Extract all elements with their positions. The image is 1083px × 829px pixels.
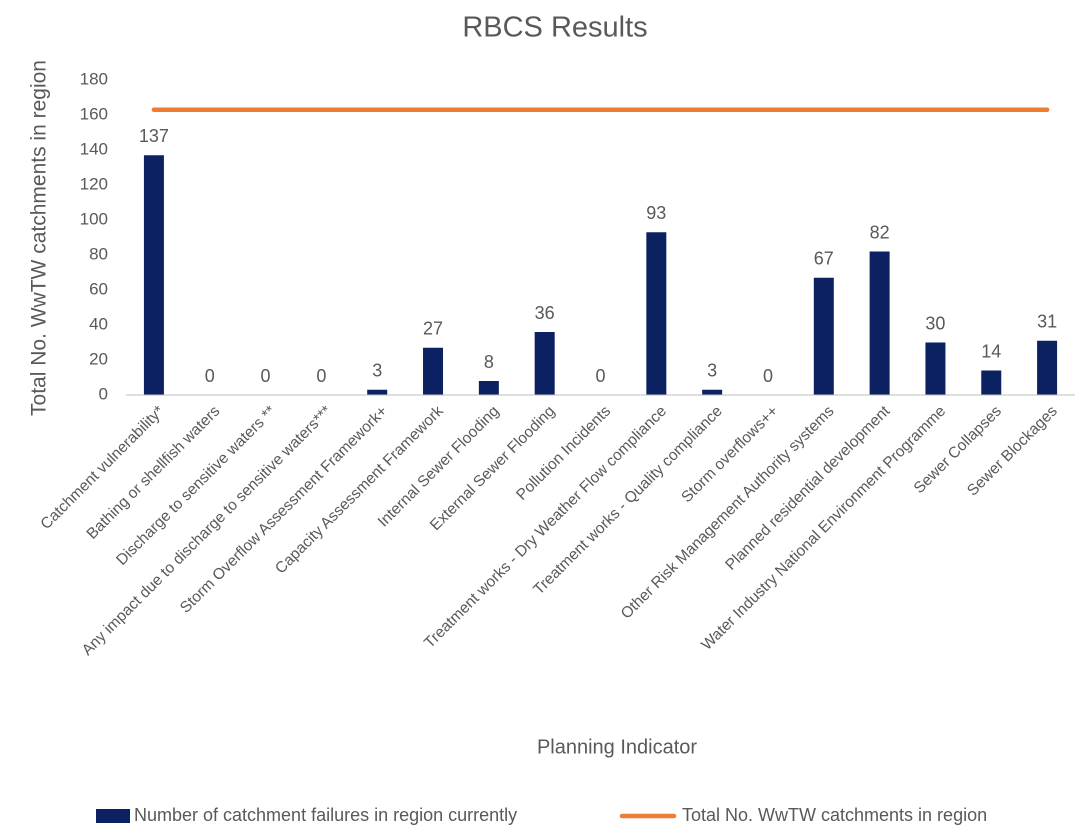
legend-label: Number of catchment failures in region c…: [134, 805, 517, 825]
y-tick-label: 0: [99, 384, 108, 403]
bar: [646, 232, 667, 395]
y-tick-label: 60: [89, 279, 108, 298]
data-label: 3: [372, 361, 382, 381]
x-tick-label: Storm overflows++: [678, 403, 781, 506]
legend-label: Total No. WwTW catchments in region: [682, 805, 987, 825]
legend-swatch: [96, 809, 130, 823]
bar: [1037, 340, 1058, 395]
bar: [423, 347, 444, 395]
bar: [813, 277, 834, 395]
data-label: 0: [595, 366, 605, 386]
bar: [925, 342, 946, 395]
bar: [702, 389, 723, 395]
data-label: 0: [316, 366, 326, 386]
y-tick-label: 120: [80, 174, 108, 193]
data-label: 14: [981, 341, 1001, 361]
y-tick-label: 100: [80, 209, 108, 228]
y-tick-label: 180: [80, 69, 108, 88]
data-label: 31: [1037, 312, 1057, 332]
data-label: 8: [484, 352, 494, 372]
data-label: 27: [423, 319, 443, 339]
bar: [478, 381, 499, 395]
y-tick-label: 40: [89, 314, 108, 333]
data-label: 0: [205, 366, 215, 386]
data-label: 36: [535, 303, 555, 323]
bar: [981, 370, 1002, 395]
bar: [534, 332, 555, 395]
data-label: 0: [261, 366, 271, 386]
y-tick-label: 20: [89, 349, 108, 368]
chart-title: RBCS Results: [462, 12, 647, 44]
bar: [367, 389, 388, 395]
data-label: 93: [646, 203, 666, 223]
y-tick-label: 80: [89, 244, 108, 263]
data-label: 82: [870, 222, 890, 242]
data-label: 67: [814, 249, 834, 269]
y-axis-title: Total No. WwTW catchments in region: [28, 60, 51, 416]
y-tick-label: 140: [80, 139, 108, 158]
data-label: 30: [925, 313, 945, 333]
bar: [143, 155, 164, 395]
x-tick-label: Other Risk Management Authority systems: [618, 403, 838, 623]
bar: [869, 251, 890, 395]
x-tick-label: Storm Overflow Assessment Framework+: [177, 403, 391, 617]
data-label: 137: [139, 126, 169, 146]
data-label: 0: [763, 366, 773, 386]
data-label: 3: [707, 361, 717, 381]
x-tick-label: Pollution Incidents: [513, 403, 614, 504]
y-tick-label: 160: [80, 104, 108, 123]
x-axis-title: Planning Indicator: [537, 736, 697, 758]
